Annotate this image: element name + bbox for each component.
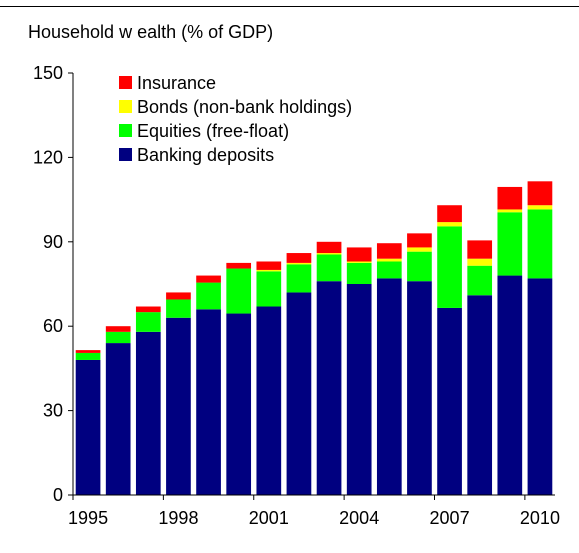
bar-segment-banking-deposits-1995 <box>75 359 101 495</box>
bar-segment-insurance-2006 <box>407 233 432 248</box>
bar-segment-banking-deposits-2010 <box>527 278 553 495</box>
bar-segment-banking-deposits-1996 <box>105 343 131 495</box>
bar-segment-equities-free-float--2006 <box>407 251 432 282</box>
bar-segment-banking-deposits-2008 <box>467 295 493 495</box>
bar-segment-banking-deposits-2007 <box>437 307 462 495</box>
bar-segment-insurance-2001 <box>256 261 282 270</box>
legend-label-equities-free-float-: Equities (free-float) <box>137 121 289 141</box>
axes-group: 0 30 60 90 120 150 1995 1998 2001 2004 2007 2010 <box>33 63 560 528</box>
bar-segment-equities-free-float--1995 <box>75 352 101 360</box>
bar-segment-banking-deposits-2002 <box>286 292 312 495</box>
y-tick-label-0: 0 <box>53 485 63 505</box>
bar-segment-equities-free-float--2003 <box>316 254 342 282</box>
bar-segment-bonds-non-bank-holdings--2009 <box>497 209 523 213</box>
legend: Insurance Bonds (non-bank holdings) Equiti… <box>119 73 352 165</box>
bar-segment-equities-free-float--2000 <box>226 268 252 314</box>
bars-group <box>75 181 553 495</box>
y-tick-label-150: 150 <box>33 63 63 83</box>
bar-segment-equities-free-float--2002 <box>286 264 312 293</box>
y-tick-label-30: 30 <box>43 401 63 421</box>
x-tick-label-1998: 1998 <box>158 508 198 528</box>
bar-segment-equities-free-float--1996 <box>105 331 131 344</box>
legend-label-insurance: Insurance <box>137 73 216 93</box>
bar-segment-insurance-2009 <box>497 186 523 210</box>
bar-segment-bonds-non-bank-holdings--2007 <box>437 222 462 227</box>
x-tick-label-2010: 2010 <box>520 508 560 528</box>
bar-segment-equities-free-float--2010 <box>527 209 553 279</box>
y-tick-label-120: 120 <box>33 147 63 167</box>
legend-swatch-banking-deposits <box>119 148 132 161</box>
bar-segment-insurance-2007 <box>437 205 462 223</box>
bar-segment-insurance-2000 <box>226 262 252 269</box>
bar-segment-insurance-1999 <box>196 275 221 283</box>
y-tick-label-90: 90 <box>43 232 63 252</box>
bar-segment-bonds-non-bank-holdings--2001 <box>256 269 282 272</box>
bar-segment-banking-deposits-2001 <box>256 306 282 495</box>
bar-segment-banking-deposits-2005 <box>376 278 402 495</box>
bar-segment-insurance-1995 <box>75 350 101 353</box>
x-tick-label-2007: 2007 <box>430 508 470 528</box>
bar-segment-equities-free-float--1997 <box>135 312 161 332</box>
legend-label-bonds-non-bank-holdings-: Bonds (non-bank holdings) <box>137 97 352 117</box>
bar-segment-equities-free-float--2008 <box>467 265 493 296</box>
bar-segment-bonds-non-bank-holdings--2004 <box>346 261 372 263</box>
bar-segment-insurance-1998 <box>166 292 191 300</box>
y-tick-label-60: 60 <box>43 316 63 336</box>
legend-swatch-equities-free-float- <box>119 124 132 137</box>
bar-segment-banking-deposits-2003 <box>316 281 342 495</box>
x-tick-label-1995: 1995 <box>68 508 108 528</box>
bar-segment-insurance-2008 <box>467 240 493 259</box>
bar-segment-bonds-non-bank-holdings--2002 <box>286 262 312 265</box>
bar-segment-equities-free-float--2009 <box>497 212 523 276</box>
bar-segment-equities-free-float--1999 <box>196 282 221 310</box>
bar-segment-banking-deposits-1997 <box>135 331 161 495</box>
legend-label-banking-deposits: Banking deposits <box>137 145 274 165</box>
bar-segment-insurance-2002 <box>286 253 312 263</box>
legend-swatch-bonds-non-bank-holdings- <box>119 100 132 113</box>
bar-segment-banking-deposits-1999 <box>196 309 221 495</box>
bar-segment-equities-free-float--2001 <box>256 271 282 307</box>
bar-segment-equities-free-float--2005 <box>376 261 402 279</box>
bar-segment-equities-free-float--1998 <box>166 299 191 318</box>
bar-segment-insurance-1997 <box>135 306 161 313</box>
bar-segment-bonds-non-bank-holdings--2010 <box>527 205 553 210</box>
bar-segment-insurance-2003 <box>316 241 342 254</box>
bar-segment-bonds-non-bank-holdings--2008 <box>467 258 493 266</box>
bar-segment-bonds-non-bank-holdings--2006 <box>407 247 432 252</box>
bar-segment-bonds-non-bank-holdings--2003 <box>316 253 342 255</box>
bar-segment-banking-deposits-2004 <box>346 284 372 495</box>
top-rule <box>0 6 579 7</box>
bar-segment-equities-free-float--2004 <box>346 262 372 284</box>
bar-segment-banking-deposits-2006 <box>407 281 432 495</box>
bar-segment-insurance-2005 <box>376 243 402 259</box>
x-tick-label-2001: 2001 <box>249 508 289 528</box>
bar-segment-equities-free-float--2007 <box>437 226 462 308</box>
x-tick-label-2004: 2004 <box>339 508 379 528</box>
bar-segment-banking-deposits-2000 <box>226 313 252 495</box>
bar-segment-banking-deposits-1998 <box>166 317 191 495</box>
bar-segment-banking-deposits-2009 <box>497 275 523 495</box>
bar-segment-insurance-2004 <box>346 247 372 262</box>
legend-swatch-insurance <box>119 76 132 89</box>
bar-segment-bonds-non-bank-holdings--2005 <box>376 258 402 262</box>
chart-title: Household w ealth (% of GDP) <box>28 22 274 42</box>
bar-segment-insurance-2010 <box>527 181 553 206</box>
bar-segment-insurance-1996 <box>105 326 131 332</box>
